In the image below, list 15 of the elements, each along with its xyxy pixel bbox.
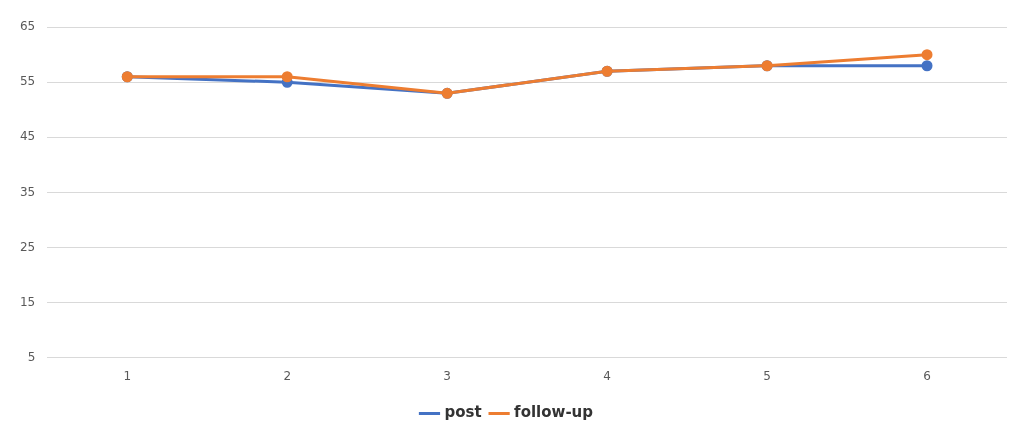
y-tick-label: 45 [19, 129, 36, 144]
y-tick-label: 65 [19, 19, 36, 34]
x-tick-label: 4 [603, 368, 611, 383]
legend-label: follow-up [514, 403, 594, 422]
y-tick-label: 55 [19, 74, 36, 89]
y-tick-label: 35 [19, 184, 36, 199]
x-tick-label: 2 [283, 368, 292, 383]
y-tick-label: 5 [27, 349, 36, 364]
x-tick-label: 6 [923, 368, 931, 383]
legend-label: post [444, 403, 482, 422]
y-tick-label: 25 [19, 239, 36, 254]
x-tick-label: 3 [443, 368, 451, 383]
x-tick-label: 5 [763, 368, 771, 383]
x-tick-label: 1 [123, 368, 132, 383]
y-tick-label: 15 [19, 294, 36, 309]
